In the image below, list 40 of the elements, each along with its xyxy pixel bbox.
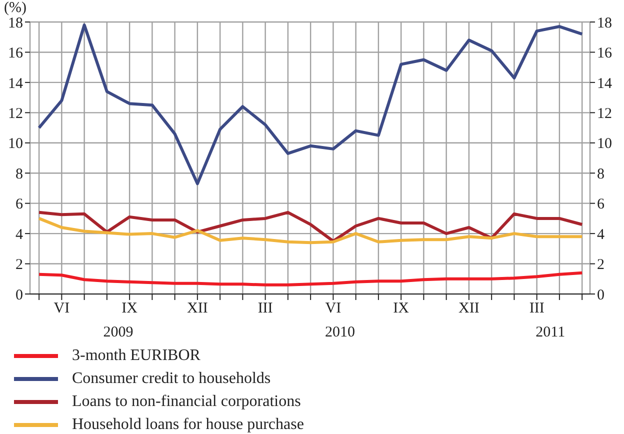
line-series bbox=[38, 210, 584, 243]
y-tick-label: 14 bbox=[8, 76, 24, 92]
y2-tick-label: 4 bbox=[597, 226, 605, 243]
text: 2009 bbox=[103, 324, 134, 341]
line-series bbox=[38, 216, 584, 244]
y-tick-label: 10 bbox=[8, 136, 23, 152]
y2-tick-label: 6 bbox=[597, 196, 605, 213]
legend-label: Consumer credit to households bbox=[72, 369, 271, 389]
text: 2010 bbox=[324, 324, 355, 341]
x-tick-label: XII bbox=[458, 300, 480, 317]
line-series bbox=[38, 24, 584, 186]
y2-tick-label: 10 bbox=[597, 136, 612, 152]
y2-tick-label: 12 bbox=[597, 106, 612, 122]
legend-label: 3-month EURIBOR bbox=[72, 346, 200, 366]
x-tick-label: VI bbox=[54, 300, 70, 317]
y2-tick-label: 18 bbox=[597, 15, 612, 32]
y-tick-label: 18 bbox=[8, 15, 23, 32]
y-tick-label: 0 bbox=[16, 287, 23, 304]
text: 2011 bbox=[536, 324, 566, 341]
x-tick-label: IX bbox=[393, 300, 410, 317]
x-tick-label: III bbox=[258, 300, 273, 317]
y2-tick-label: 0 bbox=[597, 287, 604, 304]
y-tick-label: 6 bbox=[16, 196, 24, 213]
y-tick-label: 2 bbox=[16, 257, 23, 274]
y-tick-label: 4 bbox=[16, 226, 24, 243]
y-tick-label: 16 bbox=[8, 46, 24, 62]
legend-label: Household loans for house purchase bbox=[72, 415, 304, 434]
y2-tick-label: 8 bbox=[597, 166, 604, 182]
x-tick-label: VI bbox=[325, 300, 342, 317]
x-tick-label: III bbox=[529, 300, 544, 317]
line-series bbox=[38, 271, 584, 286]
y-tick-label: 8 bbox=[16, 166, 23, 182]
y2-tick-label: 16 bbox=[597, 46, 612, 62]
y-axis-title: (%) bbox=[4, 0, 26, 17]
x-tick-label: XII bbox=[187, 300, 208, 317]
y2-tick-label: 14 bbox=[597, 76, 612, 92]
legend-label: Loans to non-financial corporations bbox=[72, 392, 301, 412]
y-tick-label: 12 bbox=[8, 106, 23, 122]
y2-tick-label: 2 bbox=[597, 257, 604, 274]
x-tick-label: IX bbox=[122, 300, 138, 317]
